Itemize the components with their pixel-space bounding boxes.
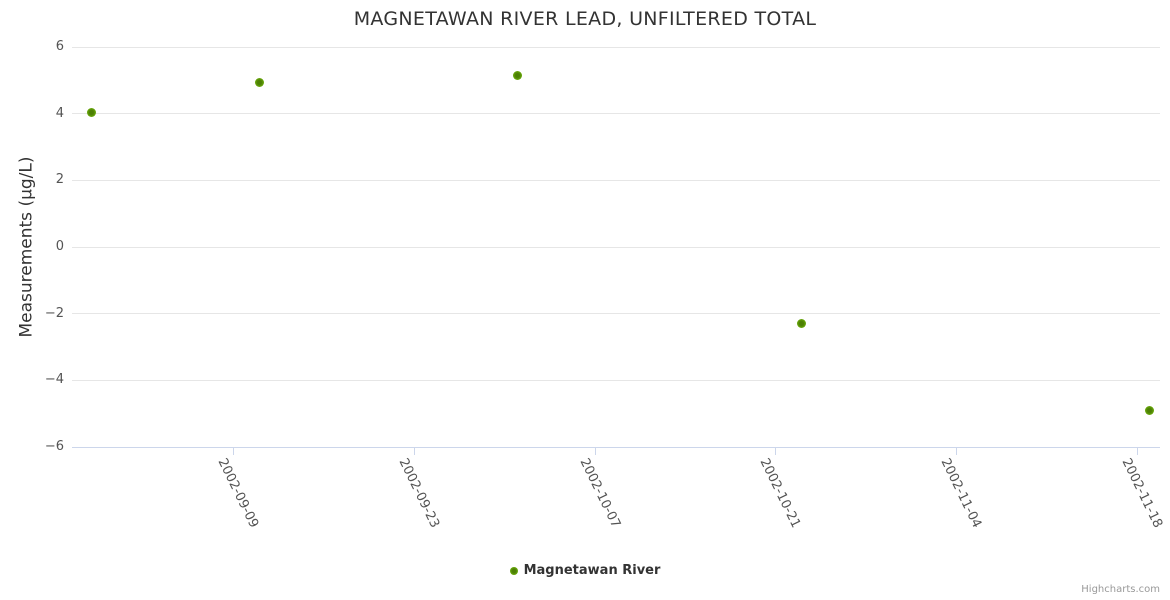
y-axis-tick-label: 0 [55,239,64,254]
y-gridline [72,179,1160,181]
y-gridline [72,246,1160,248]
x-axis-tick-label: 2002-11-04 [937,456,985,531]
y-axis-tick-label: 4 [55,105,64,121]
y-axis-tick-label: −4 [44,372,64,388]
y-axis-tick-label: −2 [44,305,64,321]
data-point[interactable] [796,319,806,329]
credits-link[interactable]: Highcharts.com [1081,584,1160,595]
x-axis-tick-label: 2002-09-23 [395,456,443,531]
x-axis-tick-mark [414,448,416,455]
y-axis-tick-label: 2 [55,172,64,188]
legend-label: Magnetawan River [523,563,661,578]
data-point[interactable] [1145,405,1155,415]
x-axis-tick-label: 2002-10-07 [576,456,623,531]
x-axis-tick-mark [233,448,235,455]
legend-marker-icon [509,566,518,575]
x-axis-line [72,447,1160,448]
y-axis-tick-label: −6 [44,439,64,454]
x-axis-tick-label: 2002-10-21 [756,456,804,531]
x-axis-tick-label: 2002-09-09 [214,456,262,531]
y-gridline [72,46,1160,48]
x-axis-tick-mark [594,448,596,455]
x-axis-tick-label: 2002-11-18 [1118,456,1165,531]
x-axis-tick-mark [775,448,777,455]
y-gridline [72,379,1160,381]
x-axis-tick-mark [1136,448,1138,455]
legend: Magnetawan River [0,563,1170,578]
y-gridline [72,113,1160,115]
y-gridline [72,313,1160,315]
chart-title: MAGNETAWAN RIVER LEAD, UNFILTERED TOTAL [353,8,817,30]
x-axis-tick-mark [956,448,958,455]
y-axis-tick-label: 6 [55,39,64,54]
data-point[interactable] [86,107,96,117]
data-point[interactable] [512,70,522,80]
data-point[interactable] [254,77,264,87]
legend-item-magnetawan-river[interactable]: Magnetawan River [509,563,661,578]
